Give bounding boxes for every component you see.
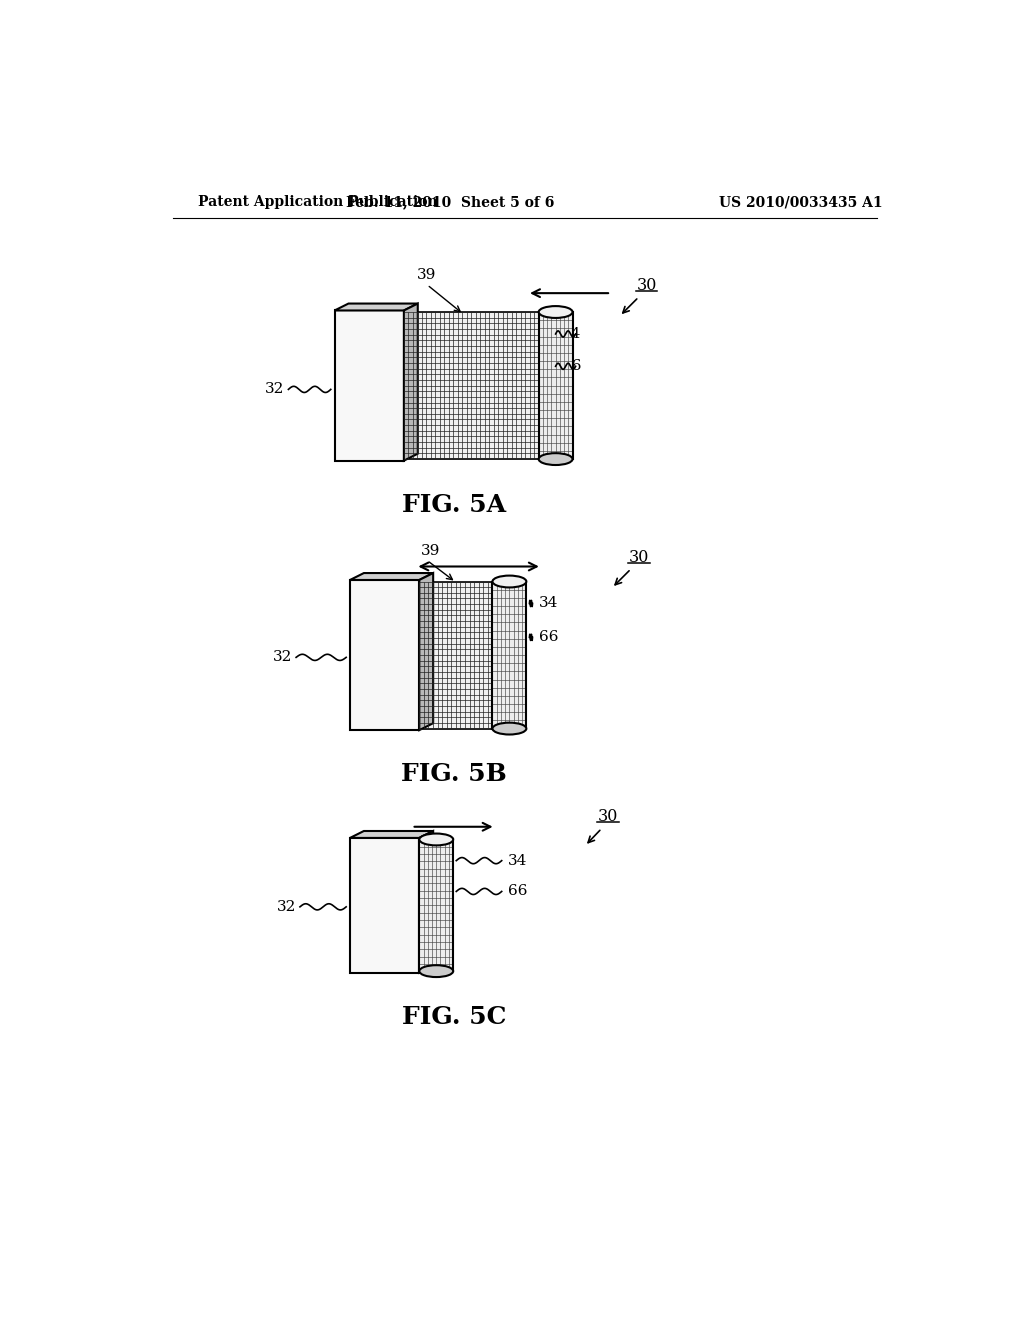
Ellipse shape [539,453,572,465]
Text: 30: 30 [598,808,618,825]
Polygon shape [350,573,433,579]
Text: 30: 30 [636,277,656,294]
Text: US 2010/0033435 A1: US 2010/0033435 A1 [719,195,883,210]
Polygon shape [350,579,419,730]
Text: 32: 32 [276,900,296,913]
Ellipse shape [419,833,454,845]
Polygon shape [493,582,526,729]
Polygon shape [403,304,418,461]
Polygon shape [335,304,418,310]
Polygon shape [419,840,454,972]
Text: FIG. 5B: FIG. 5B [401,763,507,787]
Ellipse shape [419,965,454,977]
Text: FIG. 5A: FIG. 5A [401,492,506,517]
Polygon shape [350,838,419,973]
Text: 32: 32 [272,651,292,664]
Polygon shape [419,832,433,973]
Text: 66: 66 [539,631,558,644]
Text: 34: 34 [508,854,527,867]
Text: 34: 34 [539,597,558,610]
Text: FIG. 5C: FIG. 5C [401,1005,506,1030]
Text: 66: 66 [508,884,527,899]
Polygon shape [539,312,572,459]
Text: 32: 32 [265,383,285,396]
Ellipse shape [493,576,526,587]
Polygon shape [419,582,493,729]
Text: 30: 30 [629,549,649,566]
Polygon shape [419,573,433,730]
Polygon shape [403,312,539,459]
Ellipse shape [539,306,572,318]
Text: 66: 66 [562,359,582,374]
Text: Feb. 11, 2010  Sheet 5 of 6: Feb. 11, 2010 Sheet 5 of 6 [346,195,554,210]
Text: 39: 39 [418,268,436,282]
Text: 34: 34 [562,327,582,341]
Polygon shape [350,832,433,838]
Ellipse shape [493,722,526,734]
Text: Patent Application Publication: Patent Application Publication [199,195,438,210]
Polygon shape [335,310,403,461]
Text: 39: 39 [421,544,440,558]
